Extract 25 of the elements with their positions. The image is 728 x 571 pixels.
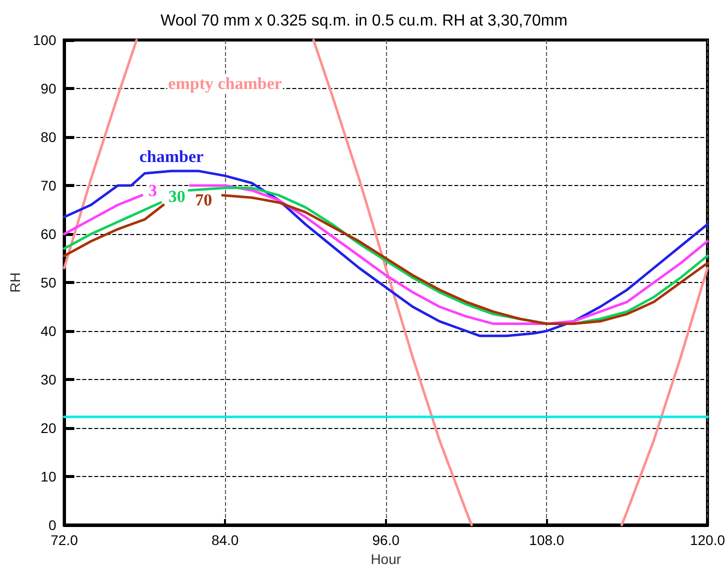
y-tick-label: 80 — [40, 129, 56, 145]
x-tick-label: 96.0 — [372, 532, 400, 548]
y-tick-label: 20 — [40, 420, 56, 436]
y-axis-title: RH — [7, 272, 23, 293]
x-tick-label: 84.0 — [211, 532, 239, 548]
y-tick-label: 60 — [40, 226, 56, 242]
x-tick-label: 108.0 — [529, 532, 564, 548]
y-tick-label: 10 — [40, 468, 56, 484]
y-tick-label: 70 — [40, 178, 56, 194]
y-tick-label: 0 — [48, 517, 56, 533]
series-label: chamber — [139, 146, 204, 166]
line-series — [63, 170, 709, 338]
x-axis-title: Hour — [370, 550, 402, 567]
y-tick-label: 50 — [40, 274, 56, 290]
series-label: 70 — [195, 190, 212, 210]
x-tick-label: 120.0 — [690, 532, 726, 548]
text: empty chamber — [168, 74, 282, 94]
series-label: 30 — [168, 186, 186, 206]
series-label: 3 — [148, 180, 157, 200]
y-tick-label: 30 — [40, 372, 56, 388]
y-tick-label: 100 — [32, 32, 56, 48]
y-tick-label: 40 — [40, 323, 56, 339]
x-tick-label: 72.0 — [50, 532, 78, 548]
chart-title: Wool 70 mm x 0.325 sq.m. in 0.5 cu.m. RH at 3,30,70mm — [160, 12, 568, 30]
y-tick-label: 90 — [40, 80, 56, 96]
